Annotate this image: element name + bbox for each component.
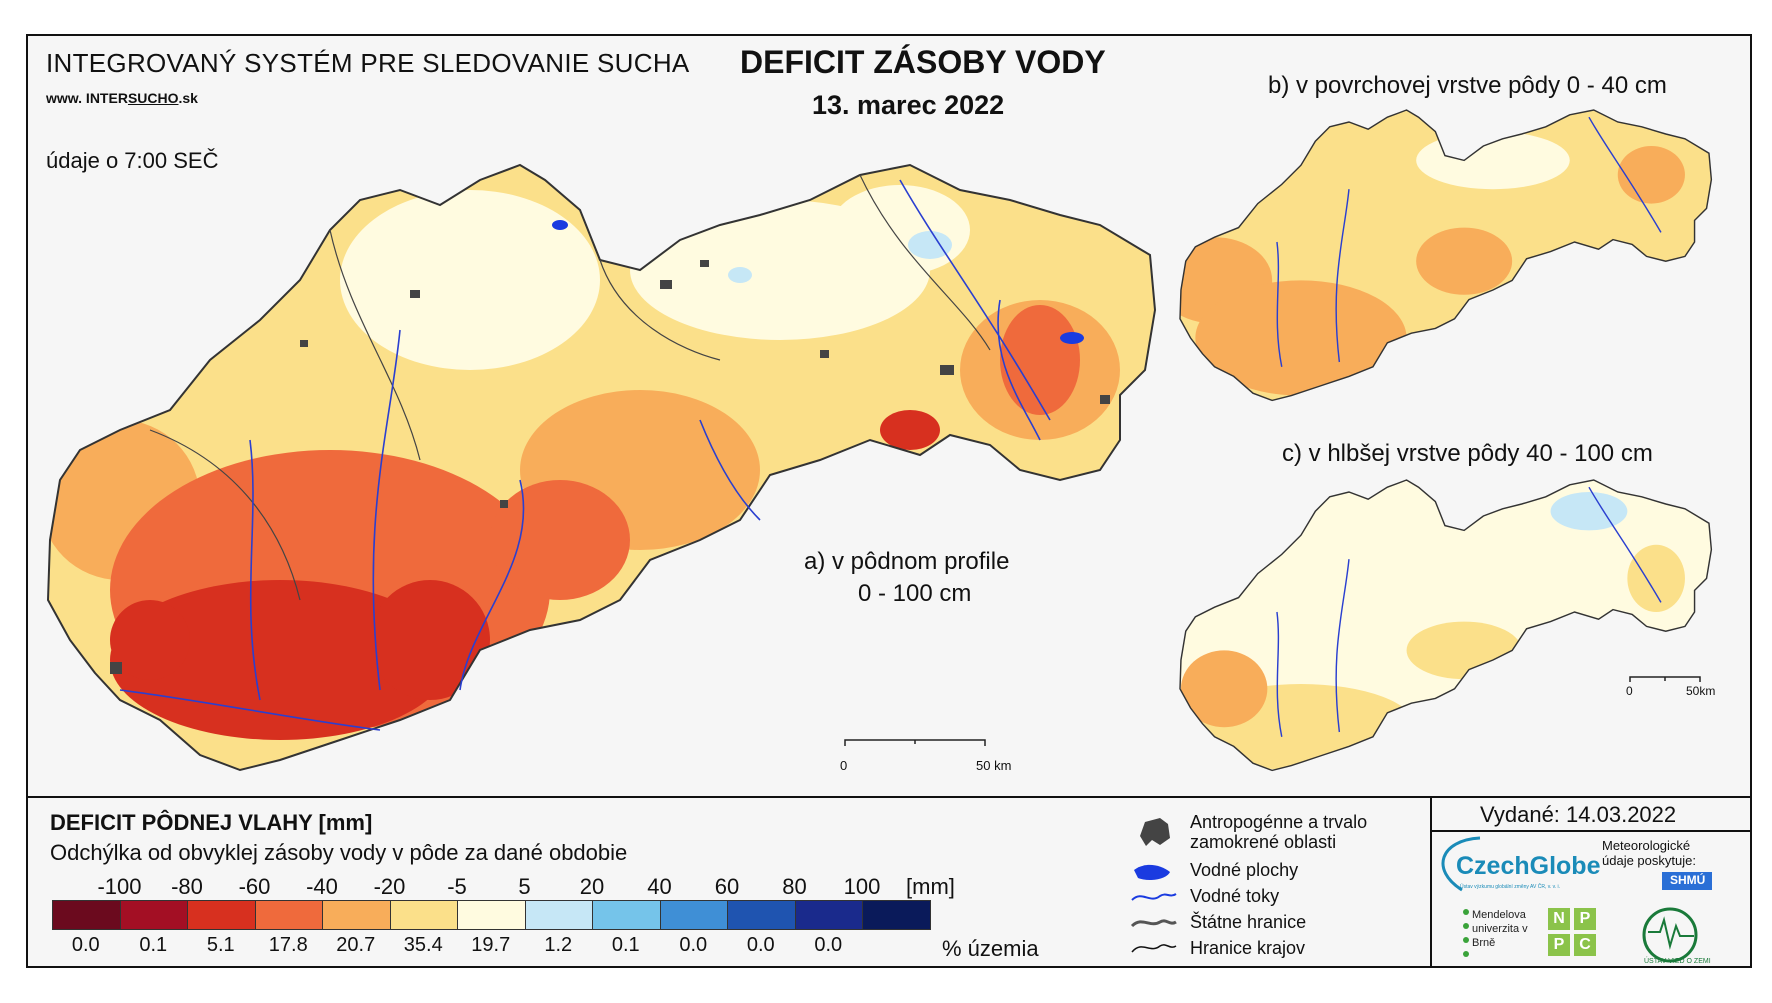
legend-percent-unit: % územia — [942, 936, 1039, 961]
map-date: 13. marec 2022 — [812, 90, 1005, 120]
legend-water-bodies: Vodné plochy — [1190, 860, 1299, 880]
area-percent: 35.4 — [403, 934, 443, 956]
scale-small-end: 50km — [1686, 684, 1716, 698]
color-box — [794, 900, 863, 930]
main-map — [47, 164, 1156, 771]
color-box — [52, 900, 121, 930]
color-scale-label: 5 — [518, 874, 531, 899]
area-percent: 17.8 — [268, 934, 308, 956]
area-percent: 0.0 — [746, 934, 775, 956]
scale-main-end: 50 km — [976, 758, 1012, 773]
nppc-logo-n: N — [1548, 908, 1570, 930]
color-scale-label: 80 — [782, 874, 807, 899]
issued-divider — [1430, 830, 1752, 832]
main-title: DEFICIT ZÁSOBY VODY — [740, 44, 1106, 80]
area-percent: 1.2 — [544, 934, 573, 956]
color-box — [659, 900, 728, 930]
color-scale-label: -5 — [447, 874, 467, 899]
mendel-logo: Mendelova univerzita v Brně — [1472, 909, 1528, 949]
color-box — [727, 900, 796, 930]
color-scale-label: 100 — [843, 874, 881, 899]
shmu-logo-text: SHMÚ — [1670, 873, 1706, 887]
color-box — [862, 900, 931, 930]
map-b-label: b) v povrchovej vrstve pôdy 0 - 40 cm — [1268, 72, 1667, 99]
czechglobe-logo: CzechGlobe — [1456, 852, 1601, 880]
area-percent: 0.0 — [679, 934, 708, 956]
issued-panel — [1430, 796, 1752, 968]
color-scale-label: -80 — [171, 874, 203, 899]
nppc-logo-p2: P — [1548, 934, 1570, 956]
scale-main-zero: 0 — [840, 758, 848, 773]
legend-anthropogenic: Antropogénne a trvalo zamokrené oblasti — [1190, 812, 1368, 852]
legend-streams: Vodné toky — [1190, 886, 1280, 906]
legend-state-border: Štátne hranice — [1190, 912, 1307, 932]
czechglobe-subtitle: Ústav výzkumu globální změny AV ČR, v. v… — [1460, 884, 1561, 890]
scale-bar-main — [844, 739, 986, 746]
area-percent: 0.1 — [139, 934, 168, 956]
area-percent: 19.7 — [471, 934, 511, 956]
met-provider: Meteorologické údaje poskytuje: — [1602, 838, 1696, 868]
nppc-logo-p1: P — [1574, 908, 1596, 930]
nppc-logo-c: C — [1574, 934, 1596, 956]
area-percent: 20.7 — [336, 934, 376, 956]
uvz-logo-text: ÚSTAV VIED O ZEMI — [1644, 958, 1711, 965]
color-scale-label: -20 — [373, 874, 406, 899]
time-note: údaje o 7:00 SEČ — [46, 148, 219, 173]
legend-subtitle: Odchýlka od obvyklej zásoby vody v pôde … — [50, 840, 628, 865]
color-scale-label: -60 — [238, 874, 271, 899]
color-scale-label: 20 — [579, 874, 605, 899]
legend-title: DEFICIT PÔDNEJ VLAHY [mm] — [50, 810, 373, 835]
legend-unit: [mm] — [906, 874, 955, 899]
legend-region-border: Hranice krajov — [1190, 938, 1306, 958]
map-c-label: c) v hlbšej vrstve pôdy 40 - 100 cm — [1282, 440, 1653, 467]
scale-bar-small — [1629, 676, 1701, 682]
color-box — [592, 900, 661, 930]
map-c — [1179, 479, 1713, 772]
color-box — [389, 900, 458, 930]
color-box — [322, 900, 391, 930]
color-scale-label: -40 — [306, 874, 338, 899]
color-scale-label: 60 — [714, 874, 740, 899]
area-percent: 0.0 — [814, 934, 843, 956]
color-box — [254, 900, 323, 930]
scale-small-zero: 0 — [1626, 684, 1633, 698]
system-title: INTEGROVANÝ SYSTÉM PRE SLEDOVANIE SUCHA — [46, 48, 690, 78]
area-percent: 0.1 — [611, 934, 640, 956]
color-scale-label: 40 — [647, 874, 672, 899]
issued-date: Vydané: 14.03.2022 — [1480, 802, 1677, 827]
area-percent: 5.1 — [206, 934, 235, 956]
area-percent: 0.0 — [71, 934, 100, 956]
map-a-depth: 0 - 100 cm — [858, 580, 972, 607]
color-box — [187, 900, 256, 930]
map-b — [1179, 109, 1713, 402]
color-box — [457, 900, 526, 930]
color-box — [119, 900, 188, 930]
color-scale-label: -100 — [97, 874, 142, 899]
website-link[interactable]: www. INTERSUCHO.sk — [46, 90, 198, 106]
legend-panel — [26, 796, 1752, 968]
color-box — [524, 900, 593, 930]
map-a-label: a) v pôdnom profile — [804, 548, 1010, 575]
